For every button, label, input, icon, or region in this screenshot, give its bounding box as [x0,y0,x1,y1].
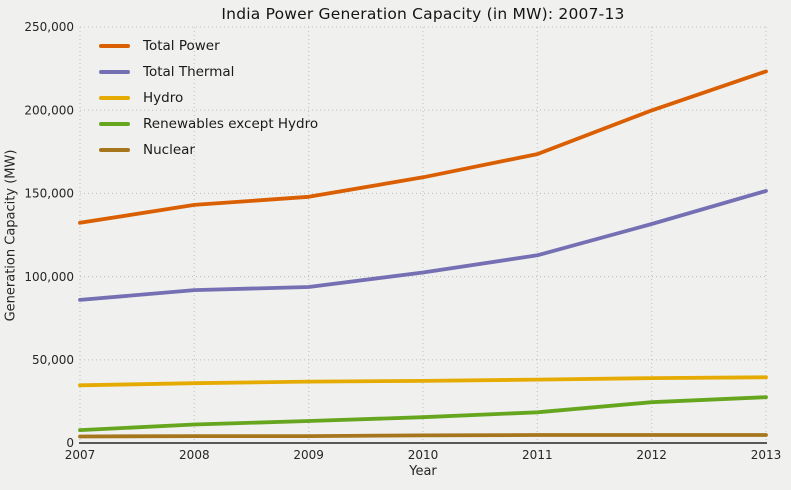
legend-swatch-hydro [99,96,130,100]
legend-label: Hydro [143,90,184,106]
chart-title: India Power Generation Capacity (in MW):… [221,5,625,23]
x-tick-label: 2009 [293,448,324,462]
series-line-renewables-except-hydro [78,395,768,433]
series-line-total-thermal [78,188,768,302]
x-axis-label: Year [409,464,437,479]
legend-entry-total-thermal: Total Thermal [99,63,318,81]
y-tick-label: 150,000 [24,187,74,201]
legend-entry-nuclear: Nuclear [99,141,318,159]
x-tick-label: 2010 [408,448,439,462]
legend: Total Power Total Thermal Hydro Renewables … [99,37,318,159]
series-line-total-power [78,69,768,225]
x-tick-label: 2007 [65,448,96,462]
y-tick-label: 0 [66,436,74,450]
legend-swatch-renewables-except-hydro [99,122,130,126]
legend-label: Nuclear [143,142,195,158]
y-tick-label: 250,000 [24,20,74,34]
legend-entry-total-power: Total Power [99,37,318,55]
legend-entry-renewables-except-hydro: Renewables except Hydro [99,115,318,133]
x-tick-label: 2013 [751,448,782,462]
series-line-hydro [78,375,768,388]
legend-label: Total Power [143,38,220,54]
y-tick-label: 200,000 [24,103,74,117]
y-tick-label: 50,000 [32,353,74,367]
x-tick-label: 2011 [522,448,553,462]
legend-swatch-total-power [99,44,130,48]
legend-swatch-nuclear [99,148,130,152]
series-line-nuclear [78,433,768,439]
y-axis-label: Generation Capacity (MW) [3,149,19,322]
x-tick-label: 2012 [636,448,667,462]
legend-label: Renewables except Hydro [143,116,319,132]
legend-entry-hydro: Hydro [99,89,318,107]
legend-label: Total Thermal [143,64,235,80]
y-tick-label: 100,000 [24,270,74,284]
legend-swatch-total-thermal [99,70,130,74]
x-tick-label: 2008 [179,448,210,462]
